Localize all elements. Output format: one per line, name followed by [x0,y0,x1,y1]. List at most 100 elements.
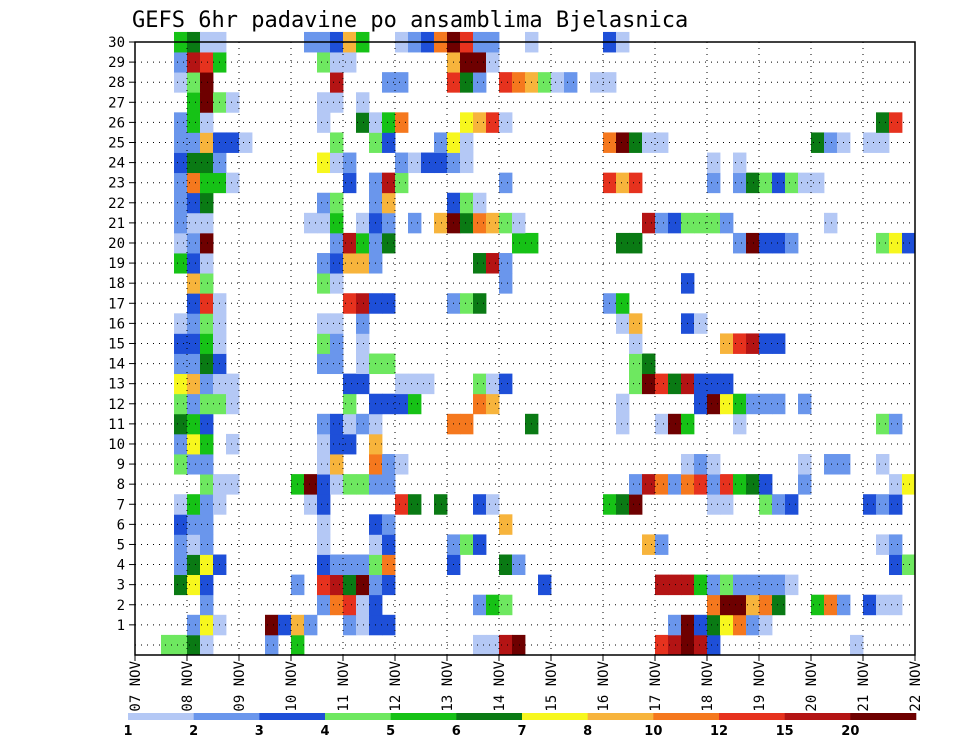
heatmap-cell [473,253,487,274]
heatmap-cell [356,293,370,314]
heatmap-cell [187,574,201,596]
heatmap-cell [746,574,760,596]
x-tick-label: 21 NOV [856,660,872,711]
heatmap-cell [330,413,344,435]
heatmap-cell [460,152,474,174]
heatmap-cell [330,192,344,214]
x-tick-label: 13 NOV [440,660,456,711]
heatmap-cell [460,72,474,93]
heatmap-cell [200,433,214,455]
heatmap-cell [317,494,331,515]
heatmap-cell [642,212,656,234]
heatmap-cell [317,554,331,576]
x-tick-label: 20 NOV [804,660,820,711]
y-tick-label: 13 [108,377,125,393]
heatmap-cell [187,152,201,174]
heatmap-cell [174,212,188,234]
heatmap-cell [187,413,201,435]
heatmap-cell [460,52,474,73]
x-tick-label: 08 NOV [180,660,196,711]
heatmap-cell [330,313,344,334]
heatmap-cell [473,112,487,133]
heatmap-cell [317,353,331,375]
heatmap-cell [512,634,526,656]
heatmap-cell [811,594,825,616]
heatmap-cell [200,92,214,113]
heatmap-cell [694,634,708,656]
heatmap-cell [733,172,747,194]
heatmap-cell [200,594,214,616]
heatmap-cell [512,212,526,234]
heatmap-cell [694,574,708,596]
heatmap-cell [356,253,370,274]
x-tick-label: 18 NOV [700,660,716,711]
heatmap-cell [408,212,422,234]
y-tick-label: 22 [108,196,125,212]
heatmap-cell [499,554,513,576]
colorbar-swatch [456,713,523,720]
heatmap-cell [694,614,708,636]
heatmap-cell [200,132,214,153]
heatmap-cell [486,594,500,616]
heatmap-cell [668,413,682,435]
heatmap-cell [902,554,916,576]
heatmap-cell [330,212,344,234]
heatmap-cell [746,474,760,495]
heatmap-cell [707,152,721,174]
heatmap-cell [616,313,630,334]
y-tick-label: 24 [108,156,125,172]
colorbar-label: 5 [386,724,395,739]
heatmap-cell [187,232,201,254]
heatmap-cell [512,72,526,93]
heatmap-cell [317,454,331,475]
y-tick-label: 12 [108,397,125,413]
heatmap-cell [356,112,370,133]
heatmap-cell [187,273,201,294]
heatmap-cell [200,172,214,194]
heatmap-cell [200,454,214,475]
heatmap-cell [356,594,370,616]
heatmap-cell [668,373,682,395]
heatmap-cell [330,253,344,274]
heatmap-cell [486,634,500,656]
heatmap-cell [382,353,396,375]
heatmap-cell [707,373,721,395]
heatmap-cell [746,393,760,415]
heatmap-cell [265,634,279,656]
heatmap-cell [200,72,214,93]
colorbar-swatch [128,713,194,720]
heatmap-cell [395,172,409,194]
heatmap-cell [187,293,201,314]
heatmap-cell [707,172,721,194]
heatmap-cell [330,232,344,254]
heatmap-cell [720,594,734,616]
heatmap-cell [200,273,214,294]
y-tick-label: 4 [117,558,125,574]
heatmap-cell [356,474,370,495]
x-tick-label: 14 NOV [492,660,508,711]
heatmap-cell [616,494,630,515]
heatmap-cell [343,554,357,576]
heatmap-cell [421,373,435,395]
x-tick-label: 15 NOV [544,660,560,711]
heatmap-cell [382,132,396,153]
y-tick-label: 28 [108,75,125,91]
heatmap-cell [200,534,214,555]
heatmap-cell [200,333,214,354]
y-tick-label: 19 [108,256,125,272]
heatmap-cell [616,393,630,415]
heatmap-cell [187,192,201,214]
heatmap-cell [616,413,630,435]
heatmap-cell [655,373,669,395]
x-tick-label: 10 NOV [284,660,300,711]
heatmap-cell [226,132,240,153]
colorbar-swatch [390,713,457,720]
heatmap-cell [733,474,747,495]
heatmap-cell [811,172,825,194]
heatmap-cell [343,474,357,495]
heatmap-cell [616,232,630,254]
heatmap-cell [668,474,682,495]
heatmap-cell [629,353,643,375]
heatmap-cell [278,614,292,636]
